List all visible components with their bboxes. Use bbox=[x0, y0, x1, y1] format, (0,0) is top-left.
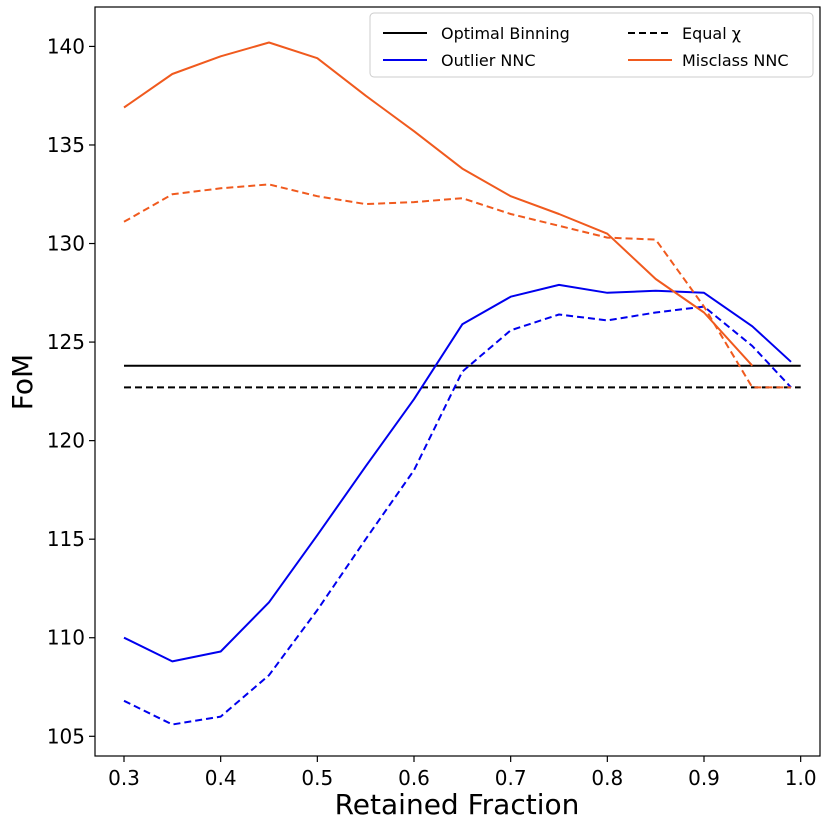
plot-lines bbox=[123, 41, 801, 726]
y-tick-label: 115 bbox=[47, 527, 85, 551]
x-axis-ticks: 0.3 0.4 0.5 0.6 0.7 0.8 0.9 1.0 bbox=[108, 756, 817, 790]
y-axis-label: FoM bbox=[6, 354, 39, 410]
series-line-outlier-nnc-equal bbox=[123, 305, 792, 726]
legend: Optimal Binning Outlier NNC Equal χ Misc… bbox=[369, 12, 814, 78]
y-axis-ticks: 105 110 115 120 125 130 135 140 bbox=[47, 34, 95, 748]
series-line-misclass-nnc-optimal-binning bbox=[123, 41, 754, 367]
y-tick-label: 130 bbox=[47, 232, 85, 256]
x-tick-label: 0.8 bbox=[591, 766, 623, 790]
y-tick-label: 140 bbox=[47, 34, 85, 58]
x-tick-label: 0.3 bbox=[108, 766, 140, 790]
x-tick-label: 1.0 bbox=[785, 766, 817, 790]
x-tick-label: 0.7 bbox=[495, 766, 527, 790]
y-tick-label: 120 bbox=[47, 429, 85, 453]
plot-frame bbox=[94, 6, 821, 757]
legend-label-misclass-nnc: Misclass NNC bbox=[682, 51, 789, 70]
x-tick-label: 0.6 bbox=[398, 766, 430, 790]
series-line-outlier-nnc-optimal-binning bbox=[123, 283, 792, 663]
x-axis-label: Retained Fraction bbox=[335, 788, 580, 821]
y-tick-label: 135 bbox=[47, 133, 85, 157]
x-tick-label: 0.9 bbox=[688, 766, 720, 790]
y-tick-label: 125 bbox=[47, 330, 85, 354]
legend-label-outlier-nnc: Outlier NNC bbox=[441, 51, 536, 70]
legend-label-equal-chi: Equal χ bbox=[682, 24, 741, 43]
legend-label-optimal-binning: Optimal Binning bbox=[441, 24, 570, 43]
y-tick-label: 110 bbox=[47, 626, 85, 650]
x-tick-label: 0.4 bbox=[205, 766, 237, 790]
x-tick-label: 0.5 bbox=[301, 766, 333, 790]
legend-box bbox=[369, 12, 814, 78]
y-tick-label: 105 bbox=[47, 724, 85, 748]
